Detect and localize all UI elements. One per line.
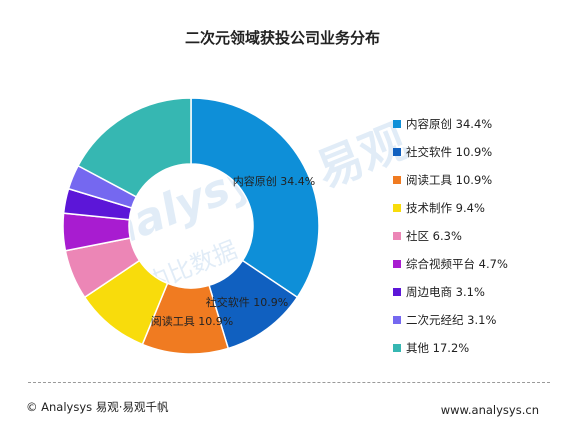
pie-slices [62, 97, 320, 355]
data-label-1: 社交软件 10.9% [206, 295, 288, 309]
legend-item-8: 其他 17.2% [393, 334, 508, 362]
legend-swatch [393, 316, 401, 324]
legend-label: 综合视频平台 4.7% [406, 257, 508, 271]
legend-swatch [393, 288, 401, 296]
legend-item-4: 社区 6.3% [393, 222, 508, 250]
legend-swatch [393, 148, 401, 156]
legend-item-2: 阅读工具 10.9% [393, 166, 508, 194]
legend: 内容原创 34.4% 社交软件 10.9% 阅读工具 10.9% 技术制作 9.4% 社… [393, 110, 508, 362]
legend-item-1: 社交软件 10.9% [393, 138, 508, 166]
legend-swatch [393, 344, 401, 352]
legend-label: 周边电商 3.1% [406, 285, 485, 299]
legend-item-5: 综合视频平台 4.7% [393, 250, 508, 278]
legend-label: 阅读工具 10.9% [406, 173, 493, 187]
legend-swatch [393, 232, 401, 240]
legend-item-0: 内容原创 34.4% [393, 110, 508, 138]
legend-item-7: 二次元经纪 3.1% [393, 306, 508, 334]
data-label-2: 阅读工具 10.9% [151, 314, 233, 328]
legend-label: 二次元经纪 3.1% [406, 313, 497, 327]
legend-item-3: 技术制作 9.4% [393, 194, 508, 222]
legend-item-6: 周边电商 3.1% [393, 278, 508, 306]
footer-website: www.analysys.cn [440, 403, 539, 417]
legend-swatch [393, 260, 401, 268]
legend-label: 内容原创 34.4% [406, 117, 493, 131]
chart-title: 二次元领域获投公司业务分布 [184, 29, 380, 47]
legend-label: 社交软件 10.9% [406, 145, 493, 159]
legend-label: 其他 17.2% [406, 341, 470, 355]
divider [28, 382, 550, 383]
footer-copyright: © Analysys 易观·易观千帆 [26, 400, 169, 414]
legend-label: 技术制作 9.4% [406, 201, 485, 215]
data-labels: 内容原创 34.4% 社交软件 10.9% 阅读工具 10.9% [151, 174, 315, 328]
slice-8 [77, 97, 192, 198]
legend-label: 社区 6.3% [406, 229, 462, 243]
legend-swatch [393, 176, 401, 184]
slice-0 [190, 97, 320, 299]
legend-swatch [393, 120, 401, 128]
legend-swatch [393, 204, 401, 212]
data-label-0: 内容原创 34.4% [233, 174, 315, 188]
